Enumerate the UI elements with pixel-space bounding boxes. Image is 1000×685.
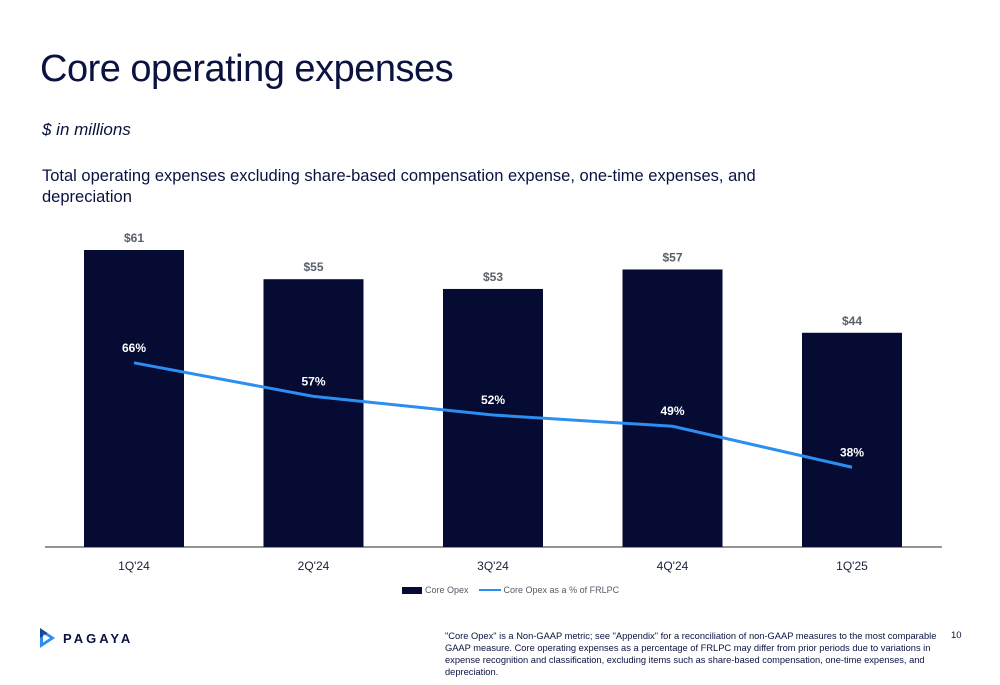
bar-core-opex (263, 279, 364, 547)
bar-core-opex (802, 332, 902, 547)
logo-wordmark: PAGAYA (63, 630, 134, 646)
pagaya-logo: PAGAYA (38, 627, 133, 649)
page-title: Core operating expenses (40, 48, 454, 90)
footnote: "Core Opex" is a Non-GAAP metric; see "A… (445, 631, 937, 677)
x-tick-label: 1Q'24 (118, 559, 150, 573)
x-tick-label: 3Q'24 (477, 559, 509, 573)
pagaya-play-icon (40, 628, 55, 648)
line-value-label: 38% (840, 445, 864, 459)
legend-label-core-opex-pct: Core Opex as a % of FRLPC (503, 585, 620, 595)
line-value-label: 49% (660, 404, 684, 418)
bar-core-opex (622, 269, 723, 547)
line-value-label: 52% (481, 393, 505, 407)
line-value-label: 66% (122, 341, 146, 355)
chart-subtitle: Total operating expenses excluding share… (42, 167, 756, 206)
page-number: 10 (951, 630, 962, 641)
legend-swatch-core-opex-pct (478, 589, 501, 591)
bar-core-opex (84, 250, 184, 547)
x-tick-label: 2Q'24 (298, 559, 330, 573)
bar-value-label: $44 (842, 314, 862, 328)
bar-value-label: $57 (662, 250, 682, 264)
bar-value-label: $55 (303, 260, 323, 274)
x-tick-label: 1Q'25 (836, 559, 868, 573)
line-core-opex-pct (133, 361, 853, 469)
chart-legend: Core Opex Core Opex as a % of FRLPC (402, 585, 619, 595)
bar-value-label: $53 (483, 270, 503, 284)
units-note: $ in millions (42, 120, 131, 139)
legend-label-core-opex: Core Opex (425, 585, 469, 595)
line-value-label: 57% (301, 374, 325, 388)
bar-value-label: $61 (124, 231, 144, 245)
legend-swatch-core-opex (402, 586, 422, 594)
x-tick-label: 4Q'24 (657, 559, 689, 573)
